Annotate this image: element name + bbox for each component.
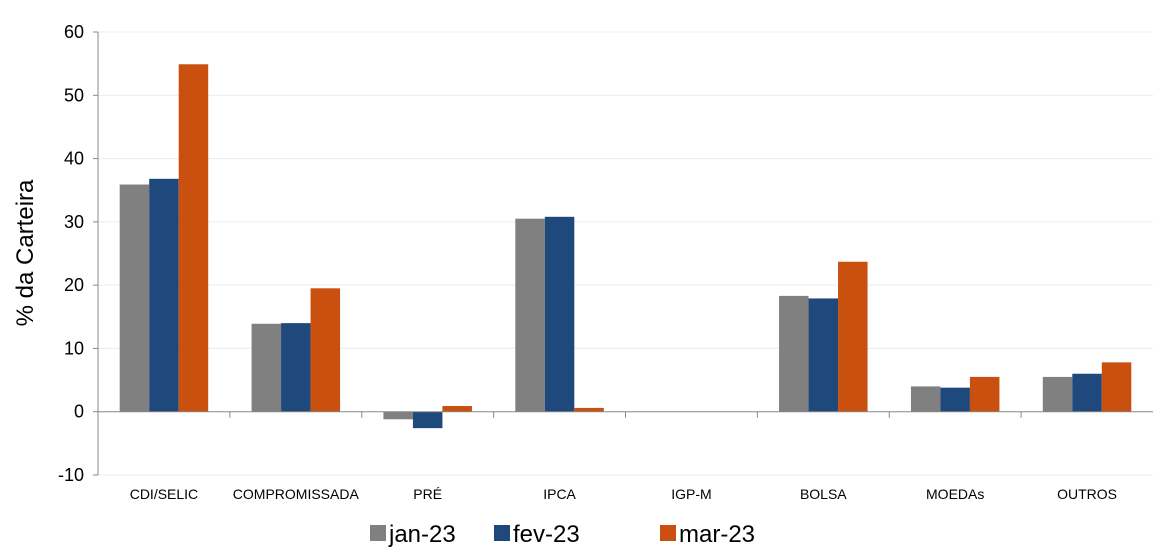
y-tick-label: 30	[64, 212, 84, 232]
y-tick-label: -10	[58, 465, 84, 485]
legend-label: fev-23	[513, 521, 580, 548]
legend: jan-23 fev-23 mar-23	[370, 521, 755, 548]
legend-swatch	[494, 525, 510, 541]
y-axis-title: % da Carteira	[12, 179, 39, 326]
bar-mar-23-5	[838, 261, 868, 412]
bar-jan-23-2	[383, 411, 413, 420]
legend-item-mar-23: mar-23	[660, 521, 755, 548]
axes	[93, 31, 1153, 476]
bar-fev-23-2	[412, 411, 443, 429]
legend-label: mar-23	[679, 521, 755, 548]
bar-fev-23-5	[808, 298, 839, 412]
bar-mar-23-0	[178, 64, 209, 412]
bar-fev-23-6	[940, 387, 970, 412]
legend-item-jan-23: jan-23	[370, 521, 456, 548]
x-category-label: COMPROMISSADA	[233, 486, 360, 502]
bar-jan-23-1	[251, 323, 282, 412]
legend-swatch	[660, 525, 676, 541]
y-tick-label: 10	[64, 338, 84, 358]
y-tick-label: 0	[74, 402, 84, 422]
x-category-label: IGP-M	[671, 486, 711, 502]
x-category-label: MOEDAs	[926, 486, 984, 502]
bars	[119, 64, 1132, 429]
y-tick-label: 60	[64, 22, 84, 42]
legend-item-fev-23: fev-23	[494, 521, 580, 548]
bar-mar-23-2	[442, 406, 472, 412]
bar-fev-23-7	[1072, 373, 1102, 412]
x-category-label: PRÉ	[413, 486, 442, 502]
bar-jan-23-6	[910, 386, 941, 412]
x-category-label: BOLSA	[800, 486, 847, 502]
bar-fev-23-3	[544, 216, 575, 412]
x-category-label: IPCA	[543, 486, 576, 502]
bar-jan-23-5	[779, 295, 809, 412]
y-tick-label: 20	[64, 275, 84, 295]
bar-jan-23-3	[515, 218, 545, 412]
bar-mar-23-3	[574, 407, 604, 412]
x-category-labels: CDI/SELIC COMPROMISSADA PRÉ IPCA IGP-M BOLSA M…	[130, 486, 1117, 502]
legend-label: jan-23	[388, 521, 456, 548]
legend-swatch	[370, 525, 386, 541]
bar-jan-23-0	[119, 184, 150, 412]
x-category-label: OUTROS	[1057, 486, 1117, 502]
x-category-label: CDI/SELIC	[130, 486, 198, 502]
y-tick-labels: -10 0 10 20 30 40 50 60	[58, 22, 84, 485]
y-tick-label: 50	[64, 85, 84, 105]
bar-fev-23-1	[281, 323, 311, 412]
y-tick-label: 40	[64, 149, 84, 169]
bar-mar-23-1	[310, 288, 341, 412]
bar-mar-23-6	[969, 376, 1000, 412]
bar-fev-23-0	[149, 178, 179, 412]
bar-mar-23-7	[1101, 362, 1132, 412]
bar-jan-23-7	[1042, 376, 1073, 412]
